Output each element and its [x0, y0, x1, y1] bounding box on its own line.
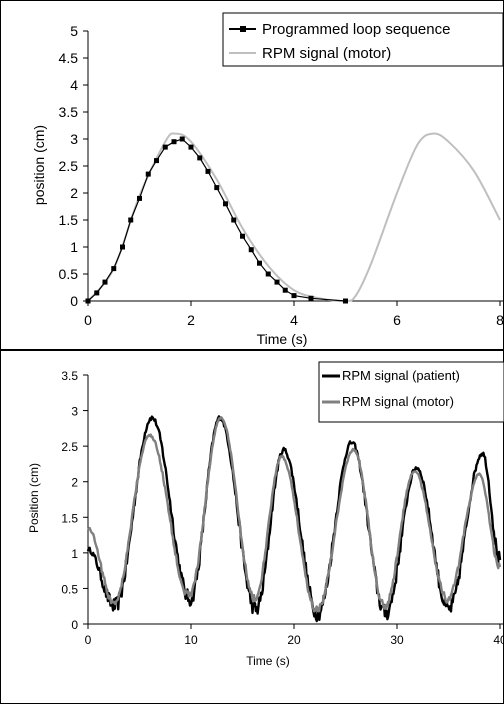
chart-bottom-ytick-label: 2 [71, 476, 78, 490]
chart-top-series-programmed-line [87, 138, 346, 302]
chart-top-point [102, 279, 108, 285]
chart-top-point [197, 155, 203, 161]
chart-top-point [205, 168, 211, 174]
chart-top-point [274, 279, 280, 285]
chart-top-plot-area: 0 0.5 1 1.5 2 2.5 3 3.5 4 4.5 5 0 2 4 6 8 [59, 23, 504, 328]
chart-top-point [85, 298, 91, 304]
chart-top-point [94, 290, 100, 296]
chart-top-point [137, 195, 142, 201]
chart-top-legend-box [222, 12, 504, 67]
chart-bottom-ytick-label: 1 [71, 547, 78, 561]
chart-bottom-legend: RPM signal (patient) RPM signal (motor) [318, 361, 504, 423]
chart-top-ytick-label: 1 [70, 239, 78, 255]
chart-top-point [179, 136, 185, 142]
chart-top-point [223, 201, 229, 207]
chart-bottom-ytick-label: 3.5 [61, 369, 78, 383]
chart-top-ytick-label: 3.5 [59, 104, 79, 120]
chart-top-point [343, 298, 348, 304]
chart-bottom-xtick-label: 10 [184, 633, 198, 647]
chart-top-point [145, 171, 151, 177]
chart-bottom-xtick-label: 0 [85, 633, 92, 647]
chart-top-ytick-label: 2.5 [59, 158, 79, 174]
chart-top-point [153, 158, 159, 164]
chart-top-ytick-label: 0.5 [59, 266, 79, 282]
chart-top-point [308, 295, 314, 301]
chart-top-xtick-label: 8 [496, 312, 504, 328]
chart-bottom-xtick-label: 40 [493, 633, 504, 647]
chart-top: 0 0.5 1 1.5 2 2.5 3 3.5 4 4.5 5 0 2 4 6 8 position (cm)… [0, 0, 504, 350]
chart-top-xtick-label: 4 [290, 312, 298, 328]
chart-top-legend-label-0: Programmed loop sequence [262, 21, 450, 38]
chart-bottom-legend-box [318, 361, 504, 423]
chart-bottom-series-motor-line [87, 416, 502, 613]
chart-bottom-series-patient-line [86, 415, 502, 623]
chart-top-ytick-label: 2 [70, 185, 78, 201]
chart-top-xtick-label: 0 [84, 312, 92, 328]
chart-bottom-ytick-label: 0 [71, 618, 78, 632]
chart-bottom-xlabel: Time (s) [246, 654, 290, 668]
chart-top-point [256, 260, 262, 266]
chart-top-ytick-label: 4.5 [59, 50, 79, 66]
chart-bottom-ylabel: Position (cm) [27, 463, 41, 533]
chart-top-ytick-label: 0 [70, 293, 78, 309]
chart-bottom-legend-label-1: RPM signal (motor) [342, 394, 454, 409]
chart-top-point [240, 233, 245, 239]
chart-top-point [162, 144, 168, 150]
chart-bottom-xtick-label: 30 [390, 633, 404, 647]
chart-top-point [214, 185, 220, 191]
chart-bottom-legend-label-0: RPM signal (patient) [342, 368, 460, 383]
chart-top-ytick-label: 4 [70, 77, 78, 93]
chart-top-point [188, 144, 194, 150]
chart-bottom-ytick-label: 2.5 [61, 440, 78, 454]
chart-top-point [111, 266, 117, 272]
chart-top-ytick-label: 5 [70, 23, 78, 39]
chart-top-legend: Programmed loop sequence RPM signal (mot… [222, 12, 504, 67]
chart-top-point [120, 244, 126, 250]
chart-bottom: 00.511.522.533.50 10 20 30 40 Position (cm) … [0, 350, 504, 704]
chart-top-xtick-label: 6 [393, 312, 401, 328]
chart-top-point [265, 271, 271, 277]
chart-top-point [128, 217, 134, 223]
chart-top-ytick-label: 3 [70, 131, 78, 147]
chart-top-series-motor-line [87, 132, 501, 303]
chart-bottom-ytick-label: 3 [71, 405, 78, 419]
chart-top-point [231, 217, 237, 223]
chart-bottom-ytick-label: 0.5 [61, 582, 78, 596]
chart-top-ylabel: position (cm) [31, 125, 47, 205]
chart-top-point [171, 139, 177, 145]
chart-top-point [282, 287, 288, 293]
chart-top-point [291, 293, 297, 299]
chart-bottom-ytick-label: 1.5 [61, 511, 78, 525]
chart-top-xtick-label: 2 [187, 312, 195, 328]
chart-top-legend-label-1: RPM signal (motor) [262, 45, 391, 62]
chart-bottom-xtick-label: 20 [287, 633, 301, 647]
chart-bottom-plot-area: 0 0.5 1 1.5 2 2.5 3 3.5 0 10 20 30 40 [61, 369, 504, 647]
chart-top-ytick-label: 1.5 [59, 212, 79, 228]
chart-top-legend-marker-0 [240, 26, 246, 32]
chart-top-point [248, 247, 254, 253]
chart-top-xlabel: Time (s) [257, 331, 308, 347]
